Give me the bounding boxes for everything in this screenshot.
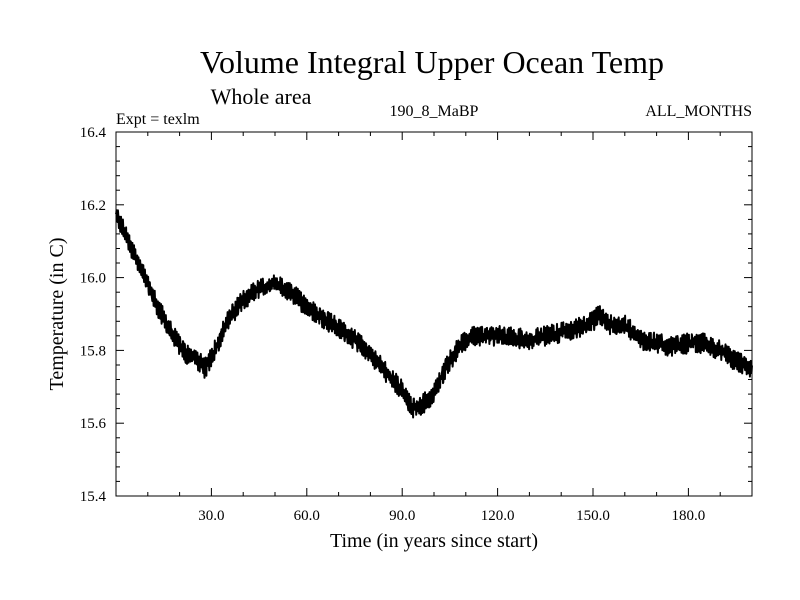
series-temperature-line bbox=[115, 209, 753, 419]
y-tick-label: 16.0 bbox=[80, 271, 106, 287]
x-tick-label: 30.0 bbox=[198, 508, 224, 524]
run-label: 190_8_MaBP bbox=[390, 103, 479, 120]
y-axis-label: Temperature (in C) bbox=[46, 238, 68, 391]
x-tick-label: 60.0 bbox=[294, 508, 320, 524]
x-tick-label: 150.0 bbox=[576, 508, 610, 524]
x-tick-label: 120.0 bbox=[481, 508, 515, 524]
x-axis-label: Time (in years since start) bbox=[330, 530, 538, 552]
y-tick-label: 15.8 bbox=[80, 343, 106, 359]
x-axis-ticks bbox=[147, 132, 721, 496]
y-tick-label: 16.4 bbox=[80, 125, 107, 141]
y-tick-label: 15.4 bbox=[80, 489, 107, 505]
x-tick-label: 180.0 bbox=[672, 508, 706, 524]
y-axis-tick-labels: 15.4 15.6 15.8 16.0 16.2 16.4 bbox=[80, 125, 107, 505]
chart-subtitle: Whole area bbox=[211, 84, 312, 109]
x-axis-tick-labels: 30.0 60.0 90.0 120.0 150.0 180.0 bbox=[198, 508, 705, 524]
x-tick-label: 90.0 bbox=[389, 508, 415, 524]
chart-title: Volume Integral Upper Ocean Temp bbox=[200, 44, 664, 80]
months-label: ALL_MONTHS bbox=[645, 103, 752, 120]
y-tick-label: 16.2 bbox=[80, 198, 106, 214]
y-axis-ticks bbox=[116, 131, 752, 497]
plot-frame bbox=[115, 131, 753, 497]
experiment-label: Expt = texlm bbox=[116, 111, 200, 128]
y-tick-label: 15.6 bbox=[80, 416, 107, 432]
